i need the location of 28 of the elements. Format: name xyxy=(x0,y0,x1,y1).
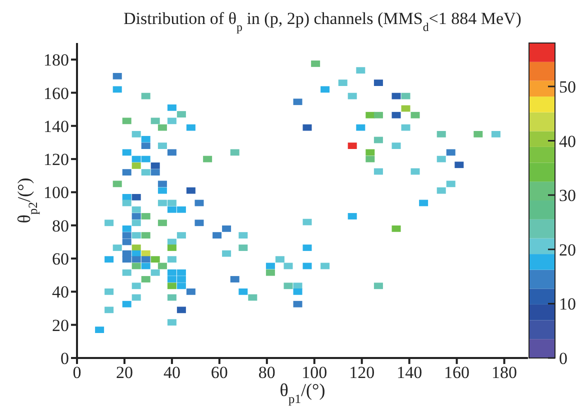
y-tick-label: 40 xyxy=(52,282,69,302)
x-tick-label: 140 xyxy=(396,363,422,382)
x-tick-label: 160 xyxy=(444,363,470,382)
y-tick-label: 60 xyxy=(52,250,69,269)
y-tick-label: 120 xyxy=(44,150,69,170)
y-tick-label: 20 xyxy=(52,316,69,335)
chart-title: Distribution of θ$_{p}$ in (p, 2p) channels (MMS$_{d}$<1 884 MeV) xyxy=(124,9,522,34)
x-axis-title: θ$_{p1}$/(°) xyxy=(280,380,326,406)
x-tick-label: 120 xyxy=(349,363,375,382)
x-tick-label: 40 xyxy=(163,363,180,382)
y-tick-label: 80 xyxy=(52,216,69,236)
color-bar-label: 10 xyxy=(559,294,576,314)
x-tick-label: 80 xyxy=(258,363,276,382)
color-bar-label: 40 xyxy=(559,132,576,151)
x-tick-label: 60 xyxy=(210,363,228,382)
color-bar-label: 50 xyxy=(559,77,576,96)
x-tick-label: 180 xyxy=(492,363,518,382)
x-tick-label: 20 xyxy=(116,363,133,382)
y-tick-label: 180 xyxy=(44,50,69,70)
color-bar-label: 0 xyxy=(559,349,568,368)
y-tick-label: 100 xyxy=(44,183,69,202)
x-tick-label: 100 xyxy=(302,363,328,382)
color-bar-label: 20 xyxy=(559,240,576,260)
color-bar-label: 30 xyxy=(559,186,576,206)
y-tick-label: 160 xyxy=(44,84,69,103)
x-tick-label: 0 xyxy=(72,363,82,382)
y-tick-label: 0 xyxy=(60,349,69,368)
y-tick-label: 140 xyxy=(44,116,69,136)
